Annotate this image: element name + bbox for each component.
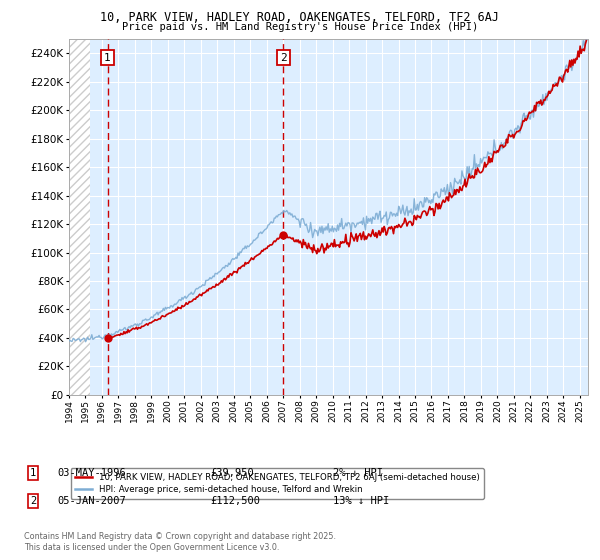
- Text: 2% ↓ HPI: 2% ↓ HPI: [333, 468, 383, 478]
- Text: 1: 1: [30, 468, 36, 478]
- Legend: 10, PARK VIEW, HADLEY ROAD, OAKENGATES, TELFORD, TF2 6AJ (semi-detached house), : 10, PARK VIEW, HADLEY ROAD, OAKENGATES, …: [71, 469, 484, 498]
- Text: 2: 2: [280, 53, 287, 63]
- Text: £39,950: £39,950: [210, 468, 254, 478]
- Text: 10, PARK VIEW, HADLEY ROAD, OAKENGATES, TELFORD, TF2 6AJ: 10, PARK VIEW, HADLEY ROAD, OAKENGATES, …: [101, 11, 499, 24]
- Text: 03-MAY-1996: 03-MAY-1996: [57, 468, 126, 478]
- Bar: [69, 39, 91, 395]
- Text: 1: 1: [104, 53, 111, 63]
- Text: Price paid vs. HM Land Registry's House Price Index (HPI): Price paid vs. HM Land Registry's House …: [122, 22, 478, 32]
- Text: £112,500: £112,500: [210, 496, 260, 506]
- Text: 13% ↓ HPI: 13% ↓ HPI: [333, 496, 389, 506]
- Text: 2: 2: [30, 496, 36, 506]
- Text: 05-JAN-2007: 05-JAN-2007: [57, 496, 126, 506]
- Text: Contains HM Land Registry data © Crown copyright and database right 2025.
This d: Contains HM Land Registry data © Crown c…: [24, 532, 336, 552]
